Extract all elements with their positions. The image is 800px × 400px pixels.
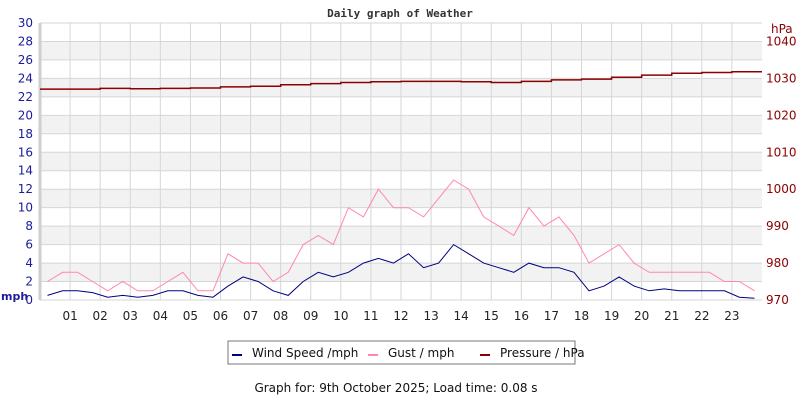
legend: Wind Speed /mph Gust / mph Pressure / hPa	[227, 340, 585, 365]
x-tick-label: 08	[273, 309, 288, 323]
x-tick-label: 22	[694, 309, 709, 323]
series-line-gust	[47, 179, 755, 292]
left-tick-label: 20	[18, 108, 33, 122]
left-tick-label: 14	[18, 164, 33, 178]
x-tick-label: 11	[363, 309, 378, 323]
x-tick-label: 06	[213, 309, 228, 323]
x-tick-label: 23	[724, 309, 739, 323]
x-tick-label: 03	[123, 309, 138, 323]
x-tick-label: 05	[183, 309, 198, 323]
x-tick-label: 18	[574, 309, 589, 323]
left-tick-label: 4	[25, 256, 33, 270]
x-tick-label: 04	[153, 309, 168, 323]
right-tick-label: 990	[766, 219, 789, 233]
right-tick-label: 1000	[766, 182, 797, 196]
left-tick-label: 24	[18, 71, 33, 85]
right-axis-label: hPa	[771, 22, 793, 36]
right-tick-label: 1030	[766, 71, 797, 85]
x-tick-label: 13	[423, 309, 438, 323]
left-tick-label: 16	[18, 145, 33, 159]
right-tick-label: 1010	[766, 145, 797, 159]
x-tick-label: 02	[93, 309, 108, 323]
left-axis-label: mph	[1, 290, 28, 303]
left-tick-label: 28	[18, 34, 33, 48]
x-tick-label: 12	[393, 309, 408, 323]
x-tick-label: 21	[664, 309, 679, 323]
x-tick-label: 20	[634, 309, 649, 323]
x-tick-label: 16	[514, 309, 529, 323]
series-line-wind	[47, 243, 755, 299]
x-tick-label: 07	[243, 309, 258, 323]
right-tick-label: 1020	[766, 108, 797, 122]
left-tick-label: 26	[18, 53, 33, 67]
x-tick-label: 19	[604, 309, 619, 323]
legend-label: Pressure / hPa	[500, 346, 585, 360]
left-tick-label: 30	[18, 16, 33, 30]
left-tick-label: 6	[25, 238, 33, 252]
legend-label: Wind Speed /mph	[252, 346, 358, 360]
chart-title: Daily graph of Weather	[327, 7, 473, 20]
left-tick-label: 12	[18, 182, 33, 196]
series-line-pressure	[40, 71, 762, 90]
x-tick-label: 14	[454, 309, 469, 323]
x-tick-label: 01	[62, 309, 77, 323]
right-tick-label: 970	[766, 293, 789, 307]
x-tick-label: 15	[484, 309, 499, 323]
left-tick-label: 18	[18, 127, 33, 141]
footer-text: Graph for: 9th October 2025; Load time: …	[254, 381, 537, 395]
x-tick-label: 10	[333, 309, 348, 323]
left-tick-label: 8	[25, 219, 33, 233]
x-tick-label: 09	[303, 309, 318, 323]
right-tick-label: 980	[766, 256, 789, 270]
left-tick-label: 10	[18, 201, 33, 215]
legend-label: Gust / mph	[388, 346, 454, 360]
left-tick-label: 0	[25, 293, 33, 307]
right-tick-label: 1040	[766, 34, 797, 48]
left-tick-label: 22	[18, 90, 33, 104]
left-tick-label: 2	[25, 275, 33, 289]
x-tick-label: 17	[544, 309, 559, 323]
